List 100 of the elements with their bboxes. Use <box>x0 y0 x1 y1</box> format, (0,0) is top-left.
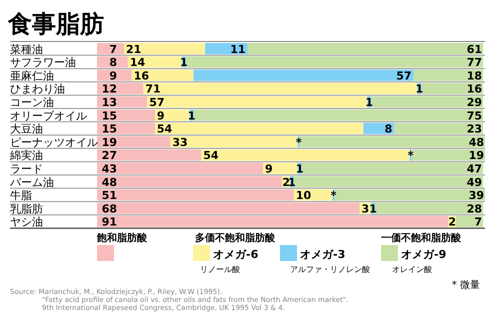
data-label: 57 <box>149 96 164 109</box>
data-label: 71 <box>145 82 161 96</box>
bar <box>97 136 170 148</box>
text: アルファ・リノレン酸 <box>290 265 370 274</box>
data-label: 8 <box>384 122 392 136</box>
data-label: 7 <box>474 216 482 229</box>
data-label: 75 <box>466 109 482 122</box>
data-label: 1 <box>188 109 196 122</box>
y-tick-label: コーン油 <box>10 96 54 109</box>
bar <box>97 43 124 54</box>
data-label: 2 <box>282 176 290 189</box>
data-label: 27 <box>102 149 117 162</box>
bar <box>97 176 282 188</box>
y-tick-label: サフラワー油 <box>10 56 76 70</box>
data-label: 47 <box>466 162 482 176</box>
y-tick-label: 綿実油 <box>9 149 43 162</box>
y-tick-label: 乳脂肪 <box>10 202 43 216</box>
data-label: 19 <box>102 136 117 149</box>
data-label: 18 <box>466 69 482 82</box>
data-label: 8 <box>109 56 117 70</box>
y-tick-label: ラード <box>10 162 43 176</box>
legend-label: オメガ-6 <box>213 248 259 261</box>
data-label: 1 <box>288 176 296 189</box>
bar <box>97 202 360 214</box>
bar <box>132 70 194 81</box>
y-tick-label: 大豆油 <box>10 122 43 136</box>
y-tick-label: ピーナッツオイル <box>10 136 98 149</box>
data-label: 19 <box>468 149 484 162</box>
data-label: 21 <box>126 42 142 56</box>
data-label: * <box>408 149 414 162</box>
data-label: 10 <box>296 189 312 202</box>
bar <box>186 56 484 68</box>
bar <box>194 110 484 121</box>
data-label: 16 <box>134 69 150 82</box>
y-tick-label: パーム油 <box>9 176 54 189</box>
data-label: 1 <box>180 56 188 70</box>
text: 一価不飽和脂肪酸 <box>381 232 462 244</box>
bar <box>147 96 368 108</box>
bar <box>97 70 132 81</box>
y-tick-label: ひまわり油 <box>10 82 65 96</box>
data-label: 39 <box>468 189 484 202</box>
y-tick-label: 菜種油 <box>10 42 43 56</box>
data-label: 48 <box>468 136 484 149</box>
bar <box>194 70 414 81</box>
data-label: 14 <box>130 56 146 70</box>
data-label: 68 <box>102 202 117 216</box>
bar <box>263 162 298 174</box>
bar <box>97 216 448 228</box>
text: リノール酸 <box>200 265 240 274</box>
text: オレイン酸 <box>392 265 432 274</box>
bar <box>248 43 484 54</box>
series-label: 飽和脂肪酸 <box>96 232 148 244</box>
bar <box>97 110 155 121</box>
y-tick-label: 牛脂 <box>10 189 32 202</box>
bar <box>205 43 248 54</box>
data-label: 9 <box>109 69 117 82</box>
data-label: 54 <box>156 122 173 136</box>
bar <box>201 149 410 161</box>
data-label: 12 <box>102 82 117 96</box>
bar <box>124 43 206 54</box>
bar <box>334 189 485 201</box>
bar <box>300 136 485 148</box>
chart-title: 食事脂肪 <box>7 10 104 38</box>
data-label: 29 <box>466 96 482 109</box>
bar <box>97 189 294 201</box>
bar <box>371 96 484 108</box>
data-label: 1 <box>369 202 377 216</box>
data-label: 33 <box>172 136 188 149</box>
bar <box>97 162 264 174</box>
bar <box>374 202 484 214</box>
legend-label: オメガ-9 <box>401 248 446 261</box>
data-label: 54 <box>203 149 219 162</box>
data-label: 7 <box>109 42 117 56</box>
data-label: 43 <box>102 162 117 176</box>
data-label: 15 <box>102 122 117 136</box>
bar <box>154 122 364 134</box>
data-label: 48 <box>102 176 117 189</box>
bar <box>294 176 484 188</box>
data-label: 77 <box>466 56 482 70</box>
data-label: 11 <box>230 42 246 56</box>
bar <box>143 82 418 94</box>
data-label: 16 <box>466 82 482 96</box>
data-label: 9 <box>156 109 165 122</box>
bar <box>414 70 484 81</box>
data-label: 13 <box>102 96 117 109</box>
data-label: 61 <box>466 42 482 56</box>
data-label: 1 <box>416 82 424 96</box>
text: 多価不飽和脂肪酸 <box>195 232 276 244</box>
data-label: 28 <box>466 202 482 216</box>
data-label: 49 <box>466 176 482 189</box>
data-label: 51 <box>102 189 117 202</box>
data-label: 15 <box>102 109 117 122</box>
data-label: 1 <box>365 96 374 109</box>
bar <box>170 136 298 148</box>
bar <box>394 122 484 134</box>
data-label: 3 <box>361 202 370 216</box>
bar <box>302 162 484 174</box>
data-label: 2 <box>448 216 456 229</box>
data-label: 9 <box>265 162 273 176</box>
data-label: * <box>330 189 337 202</box>
